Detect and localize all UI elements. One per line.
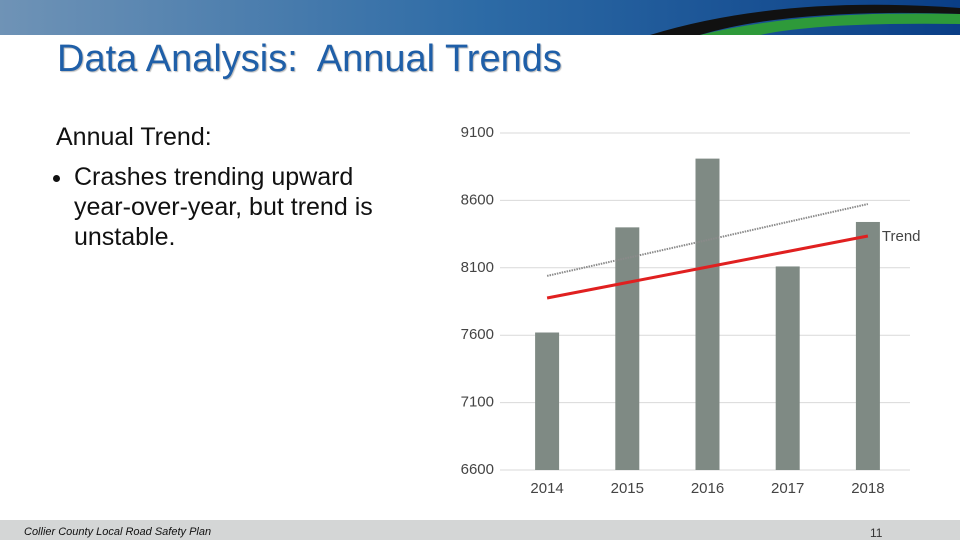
bullet: Crashes trending upward year-over-year, …	[74, 162, 396, 252]
footer-text: Collier County Local Road Safety Plan	[24, 526, 212, 538]
y-tick-label: 8100	[461, 259, 494, 276]
trend-line	[546, 234, 869, 300]
banner	[0, 0, 960, 35]
x-tick-label: 2018	[851, 480, 884, 497]
heading: Annual Trend:	[56, 123, 212, 151]
banner-swoosh	[700, 13, 960, 35]
text-body: Annual Trend: Crashes trending upward ye…	[56, 122, 396, 252]
trend-label: Trend	[882, 228, 921, 245]
x-tick-label: 2015	[611, 480, 644, 497]
bar	[695, 158, 720, 470]
bullet-list: Crashes trending upward year-over-year, …	[56, 162, 396, 252]
banner-swoosh	[650, 4, 960, 35]
x-tick-label: 2014	[530, 480, 563, 497]
y-tick-label: 6600	[461, 461, 494, 478]
footer-bar	[0, 520, 960, 540]
trend-line	[546, 203, 869, 277]
bar	[615, 227, 640, 470]
bar	[535, 332, 560, 470]
page-number: 11	[870, 526, 883, 540]
x-tick-label: 2017	[771, 480, 804, 497]
y-tick-label: 7100	[461, 394, 494, 411]
slide-title: Data Analysis: Annual Trends	[57, 38, 562, 80]
bar	[855, 221, 880, 470]
y-tick-label: 9100	[461, 124, 494, 141]
bar	[775, 266, 800, 470]
x-tick-label: 2016	[691, 480, 724, 497]
y-tick-label: 7600	[461, 326, 494, 343]
y-tick-label: 8600	[461, 191, 494, 208]
